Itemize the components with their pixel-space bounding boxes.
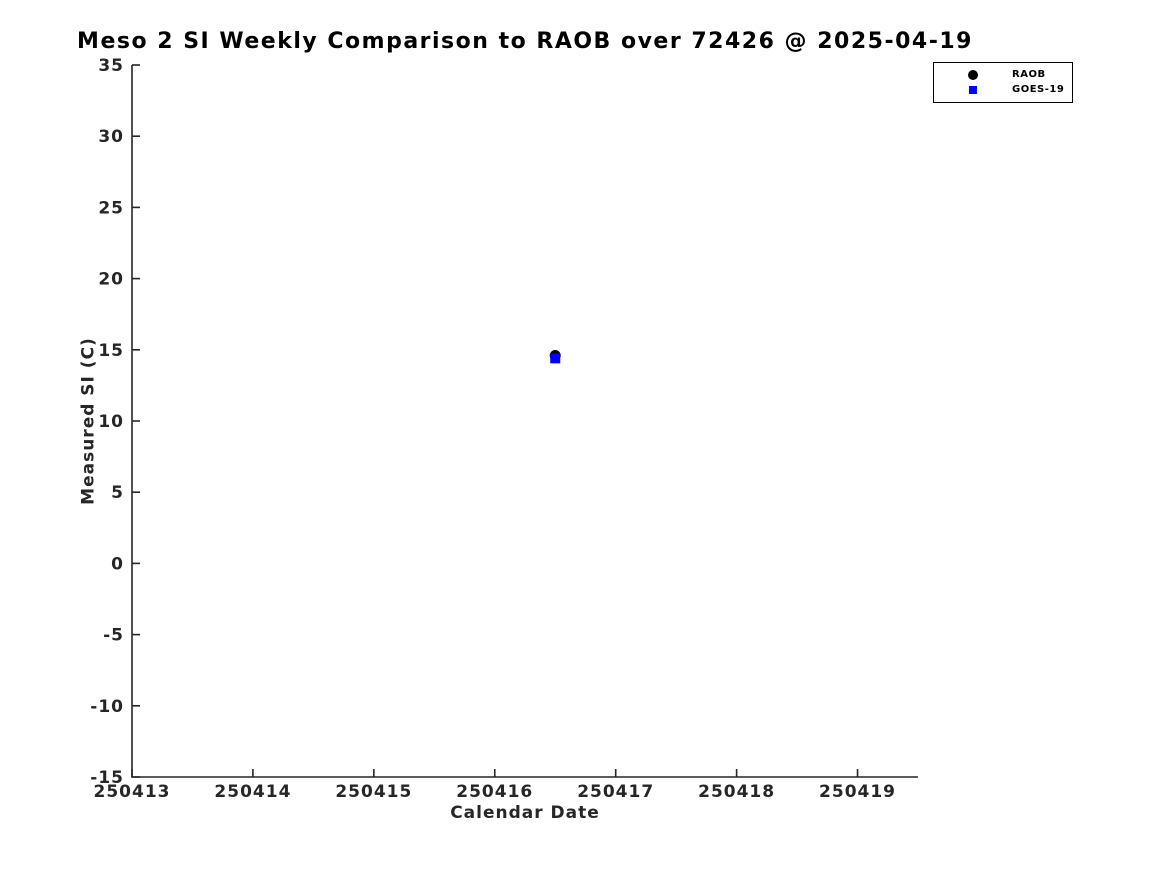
x-tick-label: 250417: [577, 782, 654, 802]
x-tick-label: 250415: [335, 782, 412, 802]
x-tick-label: 250413: [94, 782, 171, 802]
y-tick-label: 15: [98, 341, 124, 361]
y-tick-label: 30: [98, 127, 124, 147]
y-tick-label: -15: [90, 768, 124, 788]
y-tick-label: 10: [98, 412, 124, 432]
y-tick-label: -5: [103, 626, 124, 646]
axis-lines: [131, 65, 918, 778]
y-tick-label: -10: [90, 697, 124, 717]
x-tick-label: 250416: [456, 782, 533, 802]
legend-label-raob: RAOB: [1012, 68, 1046, 80]
legend-label-goes19: GOES-19: [1012, 83, 1065, 95]
legend: RAOB GOES-19: [933, 62, 1073, 103]
chart-title: Meso 2 SI Weekly Comparison to RAOB over…: [77, 29, 973, 54]
x-tick-label: 250414: [214, 782, 291, 802]
x-axis-label: Calendar Date: [450, 803, 600, 823]
y-tick-label: 20: [98, 270, 124, 290]
raob-circle-marker-icon: [968, 69, 978, 80]
x-tick-label: 250418: [698, 782, 775, 802]
data-point-goes-19: [550, 353, 561, 364]
goes19-square-marker-icon: [969, 85, 977, 94]
y-tick-label: 5: [111, 483, 124, 503]
legend-marker-cell: [934, 69, 1012, 80]
legend-item-goes19: GOES-19: [934, 82, 1072, 97]
legend-item-raob: RAOB: [934, 67, 1072, 82]
y-tick-label: 25: [98, 198, 124, 218]
legend-marker-cell: [934, 85, 1012, 94]
y-tick-label: 0: [111, 554, 124, 574]
x-tick-label: 250419: [819, 782, 896, 802]
y-tick-label: 35: [98, 56, 124, 76]
